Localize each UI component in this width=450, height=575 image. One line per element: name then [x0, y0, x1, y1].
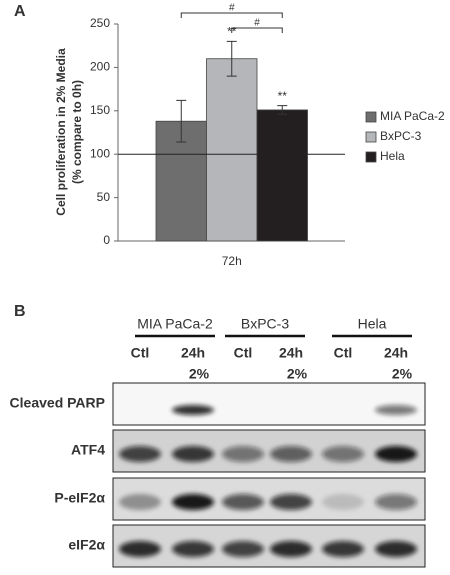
bracket: [231, 27, 283, 33]
band: [322, 541, 364, 557]
y-tick-label: 150: [90, 103, 110, 117]
band: [172, 446, 214, 462]
significance-star: **: [278, 89, 288, 103]
band: [222, 494, 264, 510]
legend-swatch: [365, 131, 377, 143]
lane-label: 24h: [384, 345, 408, 361]
band: [222, 446, 264, 462]
error-bar: [176, 99, 187, 143]
band: [375, 494, 417, 510]
lane-label: Ctl: [234, 345, 253, 361]
blot-panel: [112, 477, 426, 521]
band: [119, 541, 161, 557]
blot-row-label: eIF2α: [68, 537, 105, 553]
lane-label: 2%: [287, 366, 308, 382]
panel-label: B: [14, 303, 26, 320]
band: [119, 446, 161, 462]
y-tick-label: 250: [90, 16, 110, 30]
blot-panel: [112, 429, 426, 473]
bar: [206, 58, 258, 242]
x-tick-label: 72h: [222, 254, 242, 268]
band: [375, 446, 417, 462]
blot-row-label: ATF4: [71, 442, 105, 458]
legend-label: BxPC-3: [380, 129, 422, 143]
y-tick-label: 0: [103, 233, 110, 247]
band: [222, 541, 264, 557]
legend-swatch: [365, 151, 377, 163]
blot-row-label: Cleaved PARP: [10, 395, 105, 411]
error-bar: [226, 40, 237, 77]
lane-label: 24h: [279, 345, 303, 361]
band: [270, 494, 312, 510]
lane-label: 2%: [189, 366, 210, 382]
band: [172, 494, 214, 510]
lane-label: Ctl: [334, 345, 353, 361]
band: [172, 405, 214, 415]
legend-swatch: [365, 111, 377, 123]
band: [322, 446, 364, 462]
band: [375, 541, 417, 557]
blot-panel: [112, 382, 426, 426]
y-axis-title: (% compare to 0h): [70, 80, 84, 184]
legend-label: Hela: [380, 149, 405, 163]
band: [119, 494, 161, 510]
legend-label: MIA PaCa-2: [380, 109, 445, 123]
lane-label: 24h: [181, 345, 205, 361]
y-tick-label: 100: [90, 146, 110, 160]
blot-group-label: Hela: [358, 316, 387, 332]
error-bar: [277, 105, 288, 115]
panel-label: A: [14, 3, 26, 20]
band: [375, 405, 417, 415]
band: [172, 541, 214, 557]
lane-label: Ctl: [131, 345, 150, 361]
blot-group-label: BxPC-3: [241, 316, 289, 332]
y-tick-label: 200: [90, 60, 110, 74]
lane-label: 2%: [392, 366, 413, 382]
blot-panel: [112, 524, 426, 568]
bar: [256, 109, 308, 242]
y-axis-title: Cell proliferation in 2% Media: [54, 48, 68, 216]
band: [270, 446, 312, 462]
bracket: [180, 12, 283, 18]
bracket-label: #: [254, 18, 260, 29]
y-tick-label: 50: [97, 190, 111, 204]
bracket-label: #: [229, 3, 235, 14]
band: [270, 541, 312, 557]
blot-row-label: P-eIF2α: [54, 490, 105, 506]
blot-group-label: MIA PaCa-2: [137, 316, 213, 332]
band: [322, 494, 364, 510]
